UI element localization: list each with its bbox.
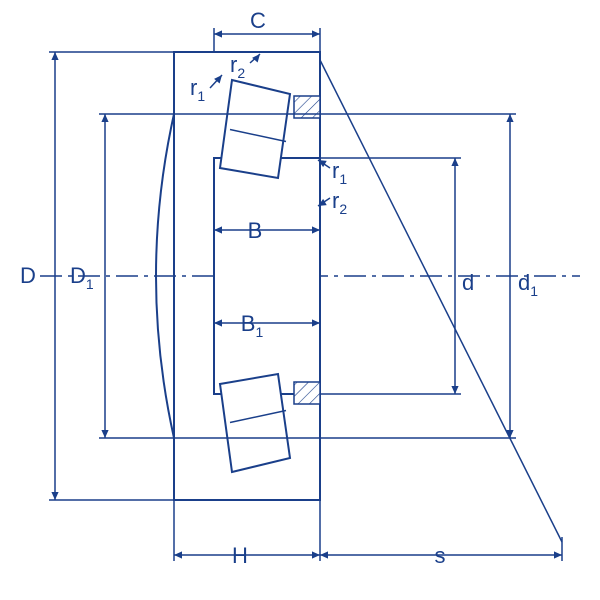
label-r1-mid: r1 — [332, 158, 347, 187]
cage-section-lower — [294, 382, 320, 404]
label-D: D — [20, 263, 36, 288]
label-r2-mid: r2 — [332, 188, 347, 217]
label-r1-upper: r1 — [190, 75, 205, 104]
label-r2-upper: r2 — [230, 52, 245, 81]
label-H: H — [232, 543, 248, 568]
label-s: s — [435, 543, 446, 568]
label-D1: D1 — [70, 263, 94, 292]
bearing-section — [156, 52, 320, 500]
label-C: C — [250, 8, 266, 33]
label-d: d — [462, 270, 474, 295]
dim-s-diagonal — [320, 60, 562, 542]
label-d1: d1 — [518, 270, 538, 299]
label-B: B — [248, 218, 263, 243]
shaft-bore — [214, 158, 320, 394]
